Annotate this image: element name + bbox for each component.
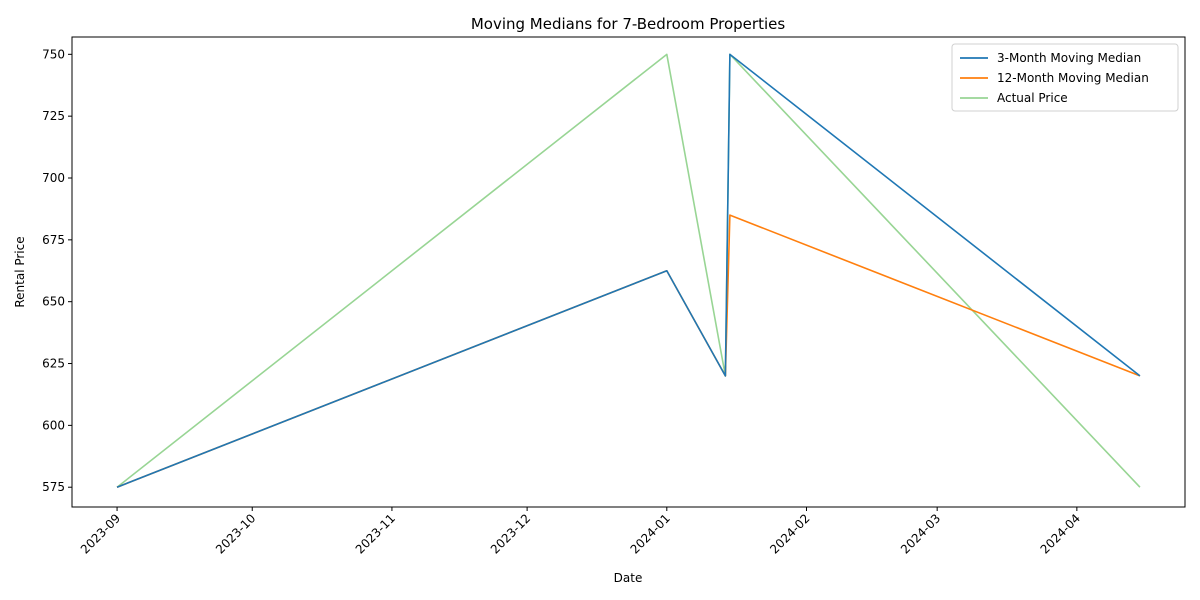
y-tick-label: 750 [42, 47, 65, 61]
legend: 3-Month Moving Median 12-Month Moving Med… [951, 43, 1179, 112]
series-line-3 [116, 53, 1141, 488]
y-tick-label: 725 [42, 109, 65, 123]
x-tick-label: 2024-04 [1038, 511, 1083, 556]
y-tick-label: 700 [42, 171, 65, 185]
legend-label-2: 12-Month Moving Median [997, 71, 1149, 85]
x-tick-label: 2023-11 [353, 511, 398, 556]
plot-frame [71, 36, 1186, 508]
legend-label-3: Actual Price [997, 91, 1068, 105]
x-tick-label: 2024-01 [628, 511, 673, 556]
legend-box [951, 43, 1179, 112]
y-axis-label: Rental Price [13, 236, 27, 307]
x-tick-label: 2024-03 [898, 511, 943, 556]
chart-title: Moving Medians for 7-Bedroom Properties [471, 15, 786, 33]
y-axis: 575 600 625 650 675 700 725 750 [42, 47, 72, 494]
plot-lines [116, 53, 1141, 488]
y-tick-label: 675 [42, 233, 65, 247]
x-tick-label: 2023-10 [213, 511, 258, 556]
x-axis: 2023-09 2023-10 2023-11 2023-12 2024-01 2024-… [78, 507, 1083, 557]
x-tick-label: 2023-09 [78, 511, 123, 556]
legend-label-1: 3-Month Moving Median [997, 51, 1141, 65]
x-axis-label: Date [614, 571, 643, 585]
y-tick-label: 650 [42, 295, 65, 309]
y-tick-label: 625 [42, 357, 65, 371]
x-tick-label: 2024-02 [767, 511, 812, 556]
x-tick-label: 2023-12 [488, 511, 533, 556]
series-line-1 [116, 53, 1141, 488]
y-tick-label: 600 [42, 418, 65, 432]
y-tick-label: 575 [42, 480, 65, 494]
